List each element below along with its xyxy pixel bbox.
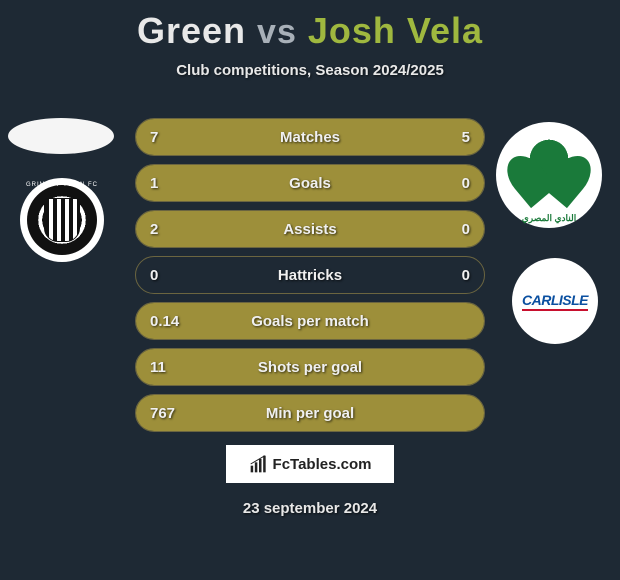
bar-chart-icon (249, 454, 269, 474)
comparison-title: Green vs Josh Vela (0, 0, 620, 52)
team-logo-carlisle: CARLISLE (512, 258, 598, 344)
carlisle-wordmark: CARLISLE (522, 292, 588, 311)
stat-row: 10Goals (135, 164, 485, 202)
stats-container: 75Matches 10Goals 20Assists 00Hattricks 0.14… (135, 118, 485, 440)
stat-label: Hattricks (136, 267, 484, 284)
team-logo-almasry: النادي المصري (496, 122, 602, 228)
stat-label: Goals per match (136, 313, 484, 330)
snapshot-date: 23 september 2024 (0, 500, 620, 517)
fctables-text: FcTables.com (273, 456, 372, 473)
stat-row: 11Shots per goal (135, 348, 485, 386)
stat-label: Assists (136, 221, 484, 238)
player2-name: Josh Vela (308, 10, 483, 51)
fctables-brand: FcTables.com (226, 445, 394, 483)
stat-row: 767Min per goal (135, 394, 485, 432)
team-logo-left-1 (8, 118, 114, 154)
eagle-icon (509, 135, 589, 215)
grimsby-badge-icon: GRIMSBY TOWN FC (27, 185, 97, 255)
stat-label: Matches (136, 129, 484, 146)
stat-row: 00Hattricks (135, 256, 485, 294)
vs-label: vs (257, 13, 297, 51)
stat-label: Shots per goal (136, 359, 484, 376)
season-subtitle: Club competitions, Season 2024/2025 (0, 62, 620, 79)
stat-row: 20Assists (135, 210, 485, 248)
stat-label: Goals (136, 175, 484, 192)
player1-name: Green (137, 10, 246, 51)
stat-label: Min per goal (136, 405, 484, 422)
stat-row: 0.14Goals per match (135, 302, 485, 340)
team-logo-grimsby: GRIMSBY TOWN FC (20, 178, 104, 262)
stat-row: 75Matches (135, 118, 485, 156)
arabic-club-name: النادي المصري (496, 213, 602, 224)
